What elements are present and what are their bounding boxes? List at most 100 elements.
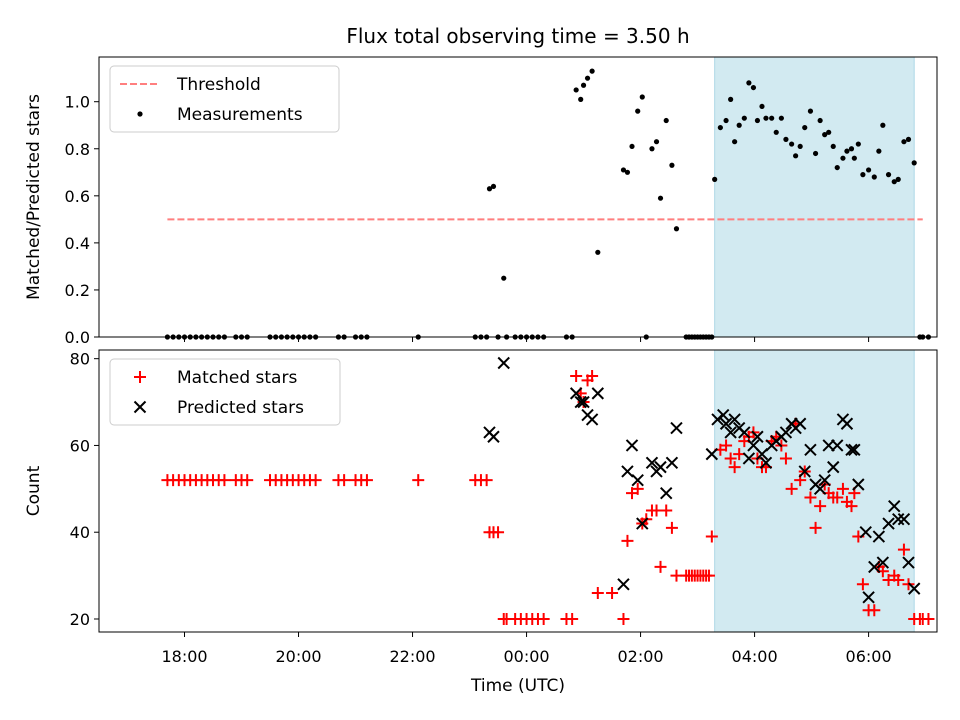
measurements-point — [728, 96, 734, 102]
predicted-stars-point — [907, 582, 921, 595]
predicted-stars-point — [719, 417, 733, 430]
measurements-point — [826, 129, 832, 135]
measurements-point — [769, 115, 775, 121]
measurements-point — [501, 275, 507, 281]
predicted-stars-point — [804, 443, 817, 456]
matched-stars-point — [360, 474, 373, 487]
measurements-point — [750, 84, 757, 91]
y-tick-label: 40 — [70, 523, 90, 542]
measurements-point — [723, 117, 729, 124]
measurements-point — [797, 143, 803, 150]
measurements-point — [895, 176, 901, 182]
predicted-stars-point — [665, 456, 679, 470]
predicted-stars-point — [574, 395, 587, 409]
measurements-point — [865, 167, 872, 173]
matched-stars-point — [779, 452, 792, 465]
shaded-window-rect — [714, 349, 915, 633]
predicted-stars-point — [724, 426, 737, 439]
matched-stars-point — [586, 370, 599, 383]
matched-stars-point — [621, 534, 634, 547]
measurements-point — [905, 136, 912, 142]
predicted-stars-point — [645, 456, 659, 470]
measurements-point — [741, 115, 747, 121]
matched-stars-point — [702, 569, 715, 582]
predicted-stars-point — [636, 517, 649, 530]
matched-stars-point — [705, 530, 718, 543]
predicted-stars-point — [591, 387, 605, 400]
matched-stars-point — [856, 578, 869, 591]
predicted-stars-point — [779, 426, 793, 439]
matched-stars-point — [728, 461, 741, 474]
measurements-point — [851, 155, 857, 161]
measurements-point — [490, 183, 497, 190]
predicted-stars-point — [670, 421, 683, 435]
matched-stars-point — [868, 604, 881, 617]
measurements-point — [578, 96, 584, 102]
legend-label: Threshold — [176, 75, 261, 95]
matched-stars-point — [631, 482, 644, 495]
matched-stars-point — [845, 500, 858, 513]
measurements-point — [673, 226, 680, 232]
predicted-stars-point — [888, 499, 901, 513]
predicted-stars-point — [868, 560, 881, 574]
matched-stars-point — [814, 500, 827, 513]
measurements-point — [635, 108, 641, 114]
count-y-axis: 20 40 60 80 — [70, 350, 99, 629]
matched-stars-point — [892, 573, 905, 586]
measurements-point — [871, 174, 877, 180]
legend-label: Matched stars — [177, 368, 297, 388]
predicted-stars-point — [755, 447, 769, 461]
predicted-stars-point — [621, 465, 634, 478]
y-tick-label: 60 — [70, 436, 90, 455]
ratio-x-ticks — [184, 337, 870, 342]
measurements-point — [589, 68, 595, 74]
ratio-y-axis: 0.0 0.2 0.4 0.6 0.8 1.0 — [65, 93, 99, 347]
panel-ratio: 0.0 0.2 0.4 0.6 0.8 1.0 Matched/Predicted sta… — [24, 56, 938, 347]
measurements-point — [653, 139, 660, 145]
measurements-point — [834, 164, 840, 171]
x-tick-label: 02:00 — [618, 647, 664, 666]
measurements-point — [855, 141, 861, 147]
y-tick-label: 20 — [70, 610, 90, 629]
measurements-point — [822, 132, 828, 138]
measurements-point — [817, 117, 823, 124]
matched-stars-point — [785, 482, 798, 495]
matched-stars-point — [665, 521, 678, 534]
count-legend: Matched stars Predicted stars — [109, 358, 341, 426]
predicted-stars-point — [852, 478, 865, 491]
measurements-point — [802, 124, 808, 131]
predicted-stars-point — [831, 439, 844, 452]
measurements-point — [732, 139, 738, 145]
predicted-stars-point — [625, 439, 639, 452]
predicted-stars-point — [738, 426, 751, 439]
measurements-point — [629, 143, 635, 150]
measurements-point — [573, 87, 579, 93]
legend-label: Predicted stars — [177, 398, 304, 418]
measurements-point — [649, 146, 655, 152]
measurements-point — [812, 150, 819, 157]
predicted-stars-point — [827, 460, 840, 474]
measurements-point — [763, 115, 769, 121]
x-tick-label: 20:00 — [275, 647, 321, 666]
measurements-point — [830, 143, 836, 150]
matched-stars-point — [218, 474, 231, 487]
measurements-point — [580, 82, 587, 88]
ratio-marks — [164, 68, 932, 340]
matched-stars-point — [654, 560, 667, 573]
matched-stars-point — [809, 521, 822, 534]
predicted-stars-point — [617, 578, 630, 591]
count-y-label: Count — [24, 465, 44, 516]
measurements-point — [901, 139, 907, 145]
predicted-stars-point — [892, 512, 905, 526]
matched-stars-point — [720, 439, 733, 452]
predicted-stars-point — [882, 517, 895, 530]
predicted-stars-point — [631, 473, 644, 487]
matched-stars-point — [804, 491, 817, 504]
measurements-point — [860, 172, 866, 178]
matched-stars-point — [606, 586, 619, 599]
legend-marker — [137, 111, 143, 117]
x-tick-label: 04:00 — [732, 647, 778, 666]
predicted-stars-point — [705, 447, 719, 461]
measurements-point — [736, 122, 742, 128]
